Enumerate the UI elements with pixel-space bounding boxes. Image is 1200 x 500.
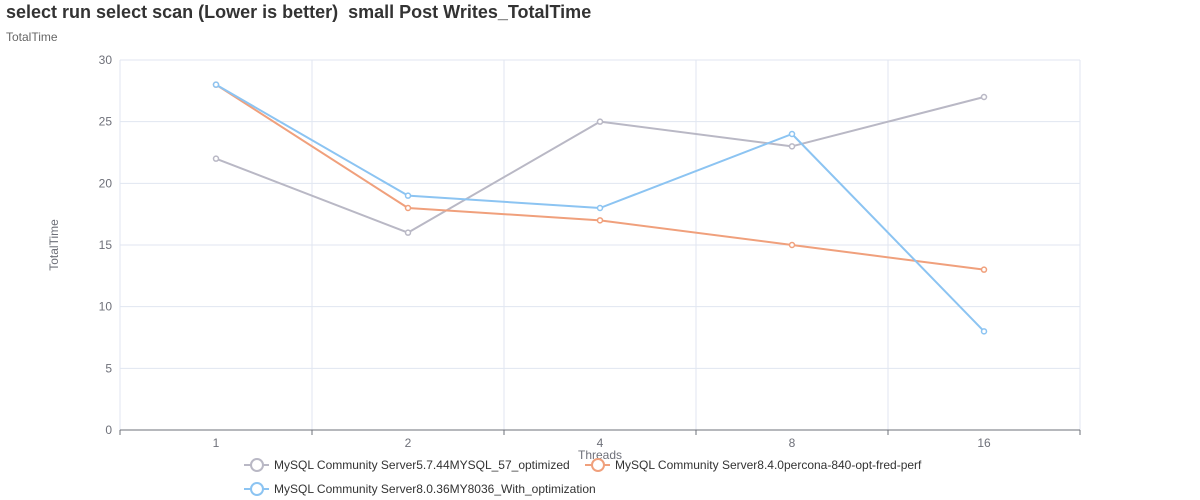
data-point[interactable]	[404, 204, 412, 212]
y-axis-label: TotalTime	[47, 219, 61, 271]
legend-label: MySQL Community Server8.4.0percona-840-o…	[615, 458, 922, 472]
legend-item-3[interactable]: MySQL Community Server8.0.36MY8036_With_…	[244, 482, 596, 496]
series-line-2	[215, 83, 985, 271]
legend-label: MySQL Community Server5.7.44MYSQL_57_opt…	[274, 458, 570, 472]
x-tick-label: 2	[405, 436, 412, 450]
x-tick-label: 8	[789, 436, 796, 450]
x-axis-label: Threads	[578, 448, 622, 462]
data-point[interactable]	[980, 93, 988, 101]
legend-row-1: MySQL Community Server5.7.44MYSQL_57_opt…	[244, 458, 933, 475]
legend-line-circle-icon	[244, 482, 269, 496]
data-point[interactable]	[788, 143, 796, 150]
data-point[interactable]	[404, 192, 412, 199]
y-tick-label: 20	[99, 176, 113, 190]
legend-line-circle-icon	[585, 458, 611, 472]
y-tick-label: 25	[99, 115, 113, 129]
y-tick-label: 30	[99, 53, 113, 67]
legend-item-1[interactable]: MySQL Community Server5.7.44MYSQL_57_opt…	[244, 458, 570, 472]
series-lines	[212, 81, 988, 335]
data-point[interactable]	[212, 81, 220, 88]
data-point[interactable]	[596, 204, 604, 212]
legend-row-2: MySQL Community Server8.0.36MY8036_With_…	[244, 482, 608, 499]
y-tick-label: 15	[99, 238, 113, 252]
y-tick-label: 10	[99, 300, 113, 314]
x-tick-label: 4	[597, 436, 604, 450]
legend-line-circle-icon	[244, 458, 269, 472]
legend-label: MySQL Community Server8.0.36MY8036_With_…	[274, 482, 596, 496]
data-point[interactable]	[788, 241, 796, 249]
data-point[interactable]	[980, 266, 988, 273]
chart-subtitle: TotalTime	[6, 30, 58, 44]
data-point[interactable]	[788, 130, 796, 138]
data-point[interactable]	[404, 229, 412, 236]
x-tick-label: 16	[977, 436, 991, 450]
chart-title: select run select scan (Lower is better)…	[6, 2, 592, 22]
x-tick-label: 1	[213, 436, 220, 450]
data-point[interactable]	[212, 155, 220, 162]
y-tick-label: 0	[105, 423, 112, 437]
legend-item-2[interactable]: MySQL Community Server8.4.0percona-840-o…	[585, 458, 921, 472]
data-point[interactable]	[596, 217, 604, 224]
data-point[interactable]	[980, 328, 988, 335]
data-point[interactable]	[596, 118, 604, 125]
y-tick-label: 5	[105, 361, 112, 375]
axes: 0 5 10 15 20 25 30 1 2 4 8 16	[99, 53, 1081, 450]
